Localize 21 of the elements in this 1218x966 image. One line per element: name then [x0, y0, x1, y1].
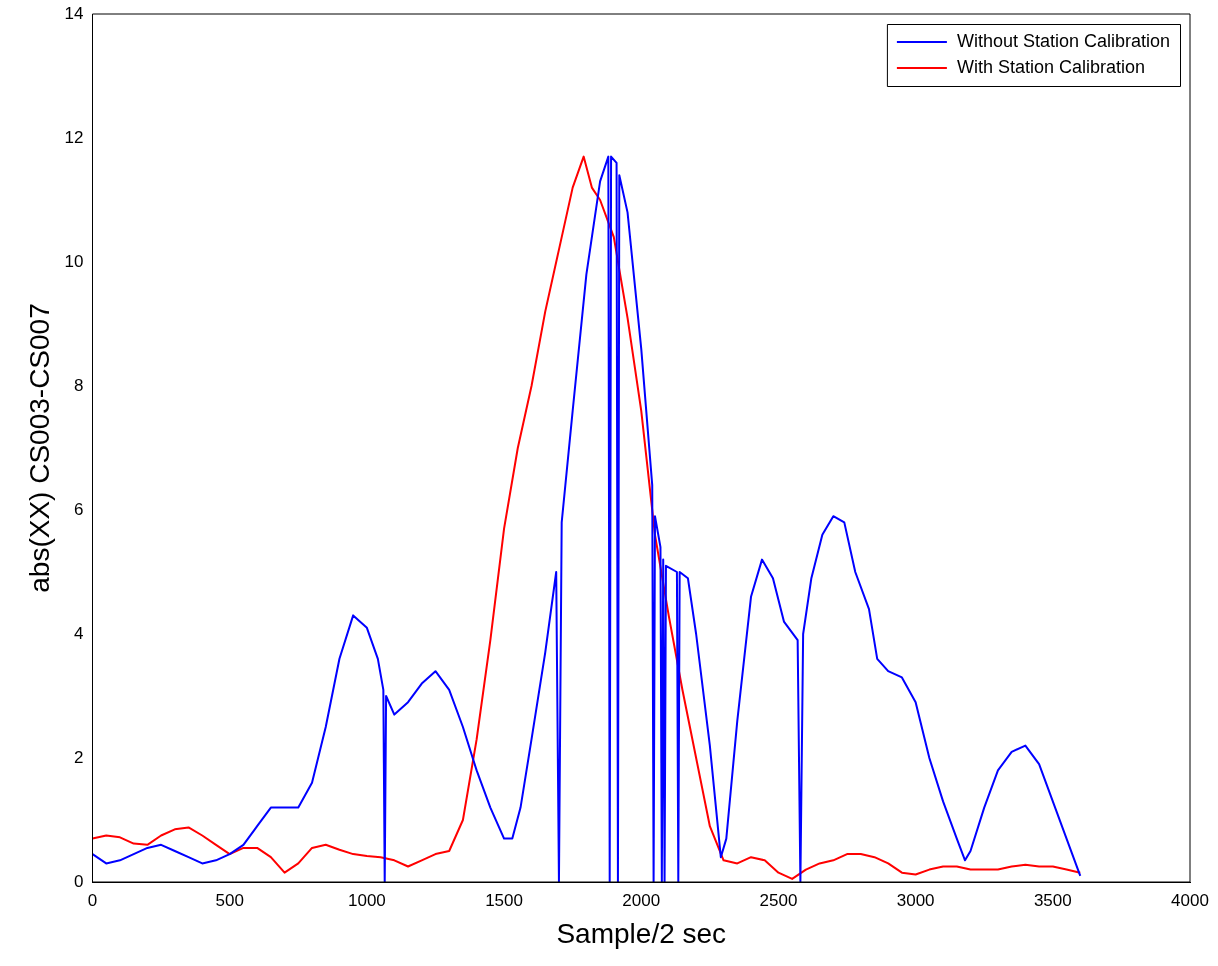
x-tick-label: 1000 [347, 890, 386, 910]
x-tick-label: 500 [215, 890, 244, 910]
legend-label: With Station Calibration [956, 56, 1145, 77]
y-tick-label: 12 [64, 127, 84, 147]
x-tick-label: 0 [87, 890, 98, 910]
x-tick-label: 3000 [896, 890, 935, 910]
x-axis-title: Sample/2 sec [556, 917, 727, 949]
x-tick-label: 2000 [622, 890, 661, 910]
y-axis-title: abs(XX) CS003-CS007 [23, 303, 55, 593]
y-tick-label: 2 [74, 747, 84, 767]
y-tick-label: 6 [74, 499, 84, 519]
x-tick-label: 3500 [1033, 890, 1072, 910]
y-tick-label: 14 [64, 3, 84, 23]
legend-label: Without Station Calibration [956, 30, 1170, 51]
x-tick-label: 4000 [1171, 890, 1209, 910]
x-tick-label: 2500 [759, 890, 798, 910]
y-tick-label: 4 [74, 623, 84, 643]
y-tick-label: 0 [74, 871, 84, 891]
x-tick-label: 1500 [485, 890, 523, 910]
y-tick-label: 8 [74, 375, 84, 395]
y-tick-label: 10 [64, 251, 84, 271]
